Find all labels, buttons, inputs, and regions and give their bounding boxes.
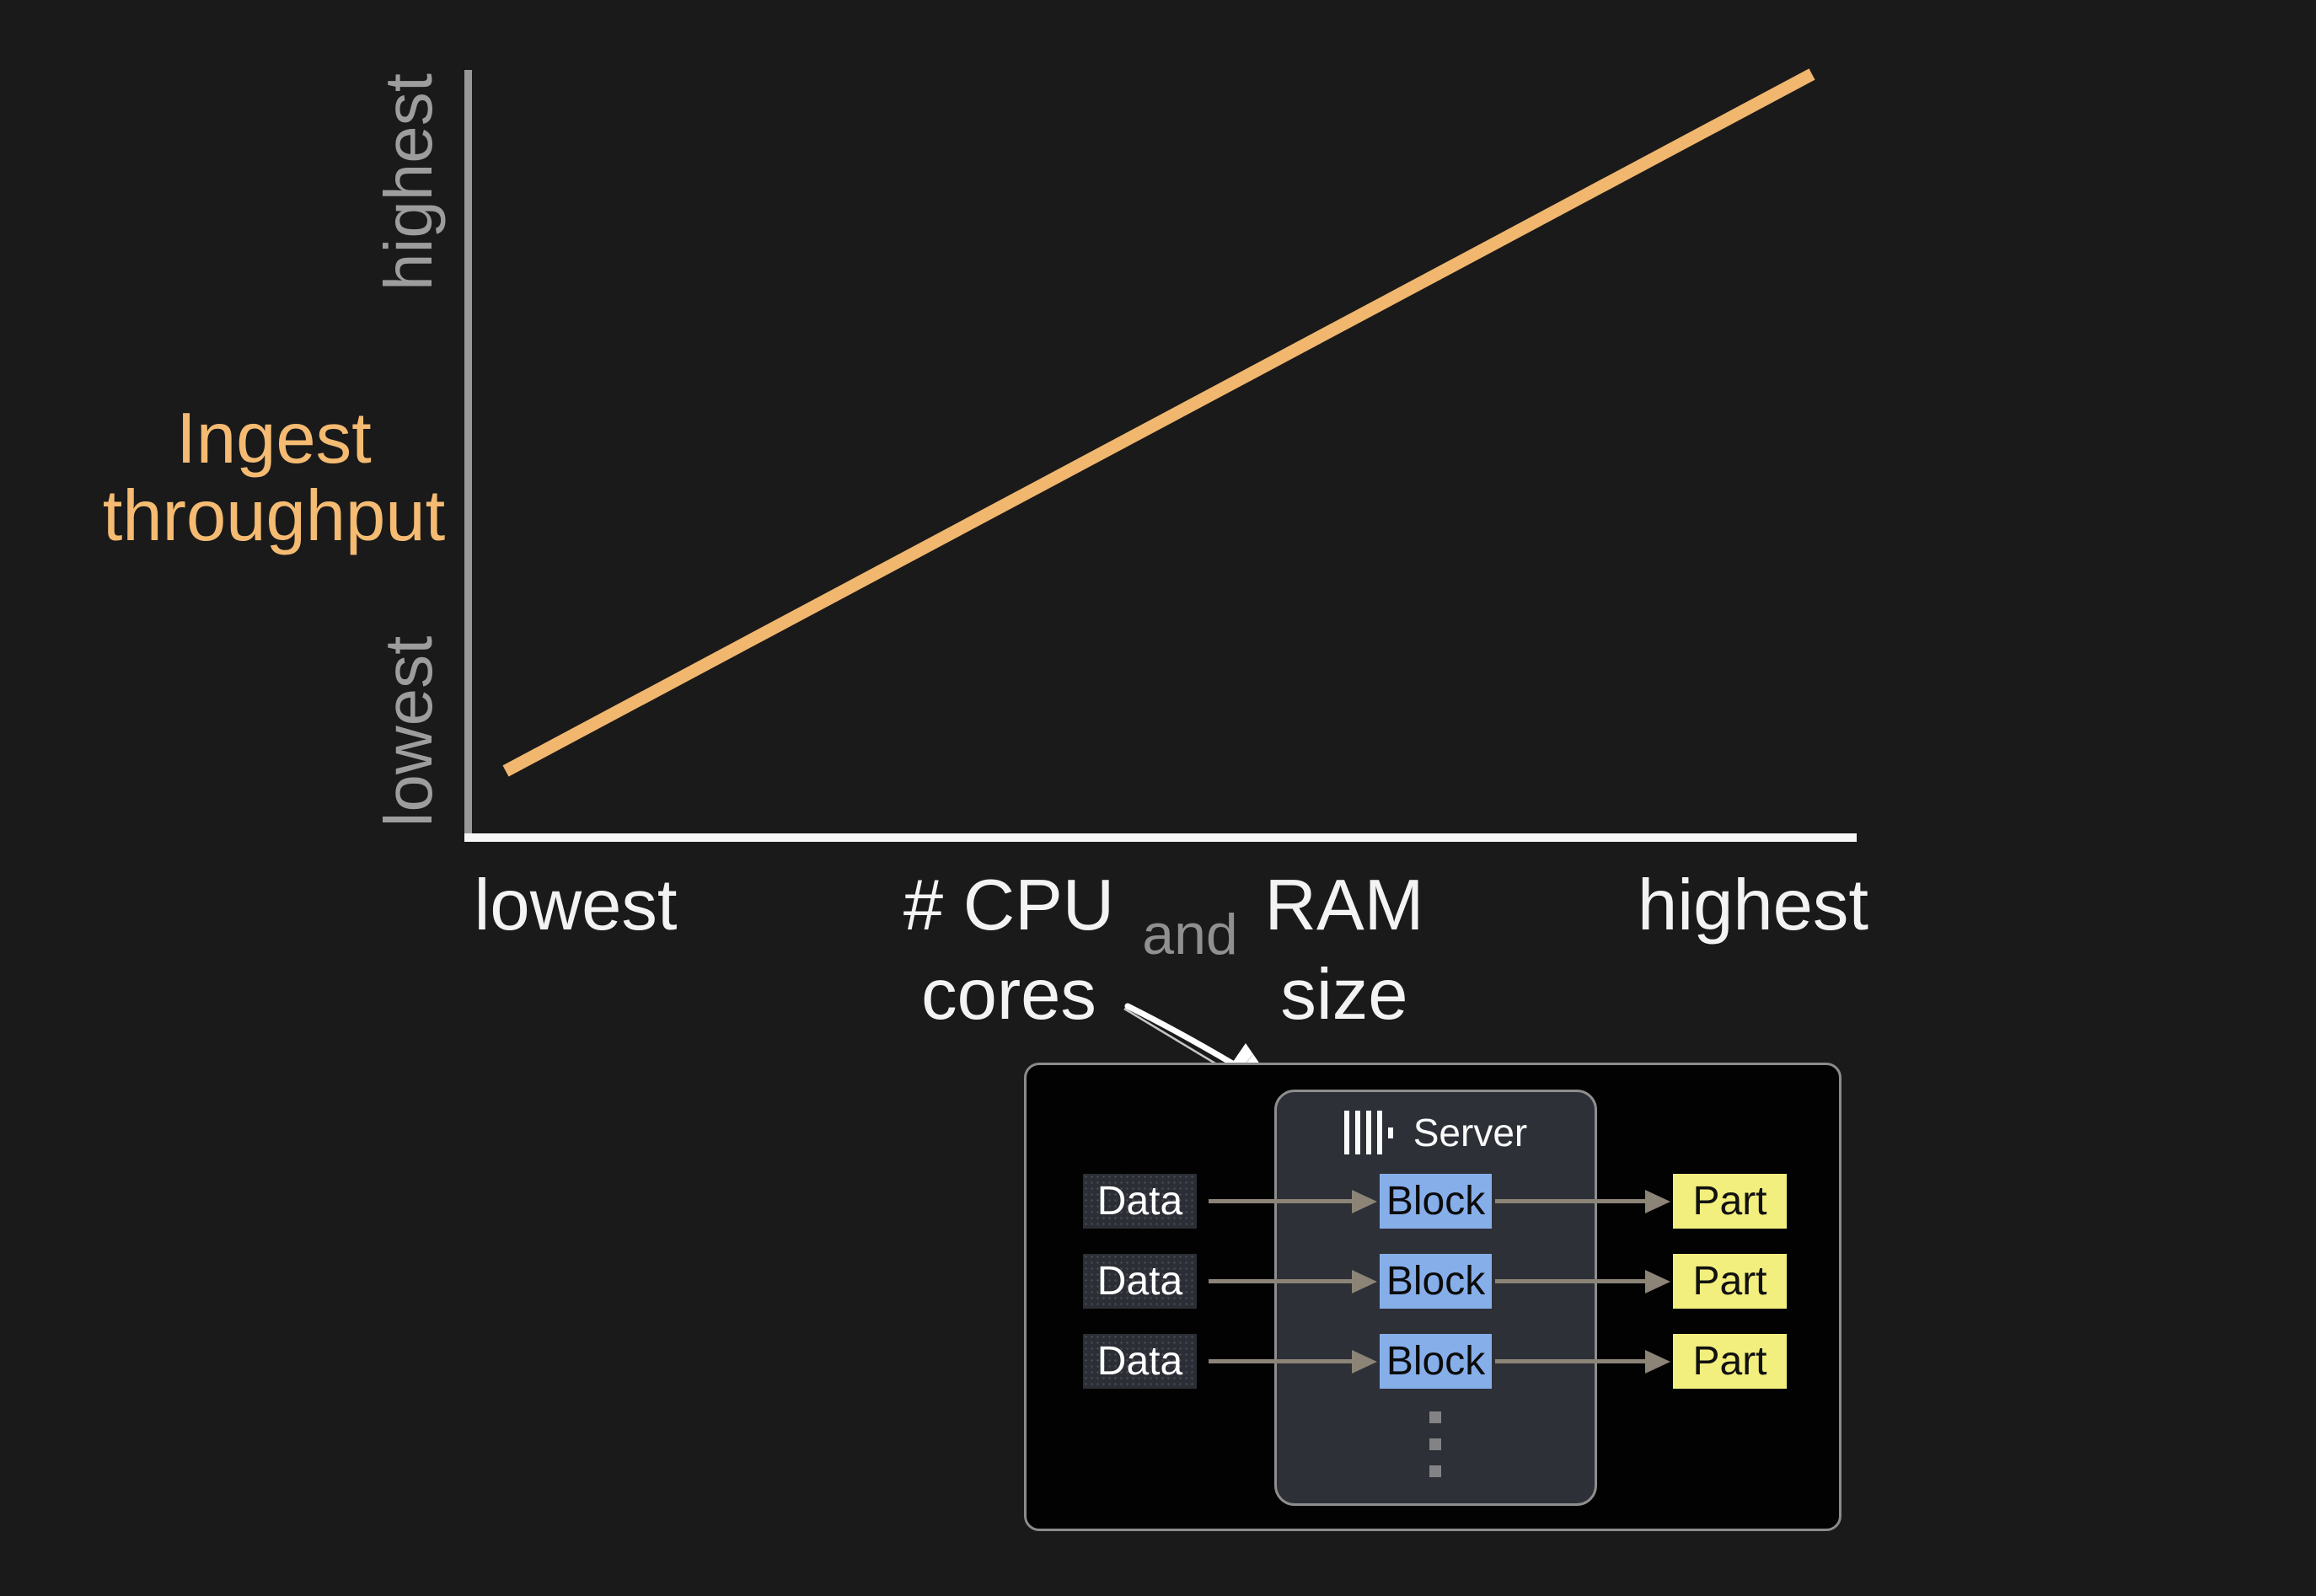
x-axis-title-cpu-line1: # CPU	[903, 865, 1115, 945]
arrowhead	[1352, 1349, 1377, 1374]
part-box: Part	[1673, 1254, 1787, 1309]
part-box: Part	[1673, 1174, 1787, 1229]
ellipsis-dot	[1429, 1465, 1441, 1477]
arrowhead	[1352, 1269, 1377, 1293]
arrow-right-icon	[1209, 1349, 1377, 1374]
arrow-right-icon	[1495, 1349, 1670, 1374]
arrow-right-icon	[1209, 1189, 1377, 1213]
y-axis-title-line2: throughput	[102, 476, 446, 556]
x-axis-title-conjunction: and	[1142, 902, 1238, 967]
icon-bar	[1376, 1111, 1382, 1154]
arrow-right-icon	[1495, 1269, 1670, 1293]
icon-bar	[1365, 1111, 1371, 1154]
x-axis-line	[464, 833, 1857, 842]
y-axis-line	[464, 70, 472, 842]
x-axis-title-ram: RAM size	[1265, 861, 1424, 1040]
arrowhead	[1645, 1189, 1670, 1213]
block-box: Block	[1380, 1334, 1492, 1389]
arrowhead	[1645, 1269, 1670, 1293]
icon-bar	[1354, 1111, 1360, 1154]
ellipsis-dot	[1429, 1411, 1441, 1423]
data-box: Data	[1083, 1334, 1197, 1389]
ellipsis-dot	[1429, 1438, 1441, 1450]
server-header: Server	[1274, 1109, 1597, 1156]
y-axis-title: Ingest throughput	[103, 400, 445, 555]
y-axis-title-line1: Ingest	[176, 399, 372, 479]
data-box: Data	[1083, 1174, 1197, 1229]
block-box: Block	[1380, 1254, 1492, 1309]
icon-bar-short	[1387, 1127, 1393, 1138]
clickhouse-server-icon	[1343, 1111, 1393, 1154]
x-axis-title-ram-line1: RAM	[1264, 865, 1424, 945]
arrowhead	[1352, 1189, 1377, 1213]
y-tick-highest: highest	[371, 73, 446, 291]
arrow-right-icon	[1209, 1269, 1377, 1293]
arrowhead	[1645, 1349, 1670, 1374]
x-axis-title-cpu: # CPU cores	[903, 861, 1114, 1040]
y-tick-lowest: lowest	[371, 635, 446, 827]
x-tick-lowest: lowest	[474, 865, 678, 945]
arrow-right-icon	[1495, 1189, 1670, 1213]
part-box: Part	[1673, 1334, 1787, 1389]
x-axis-title-cpu-line2: cores	[921, 955, 1096, 1035]
trend-line	[502, 68, 1815, 777]
block-box: Block	[1380, 1174, 1492, 1229]
icon-bar	[1343, 1111, 1349, 1154]
data-box: Data	[1083, 1254, 1197, 1309]
x-axis-title-ram-line2: size	[1280, 955, 1408, 1035]
x-tick-highest: highest	[1637, 865, 1869, 945]
server-label: Server	[1413, 1111, 1528, 1154]
